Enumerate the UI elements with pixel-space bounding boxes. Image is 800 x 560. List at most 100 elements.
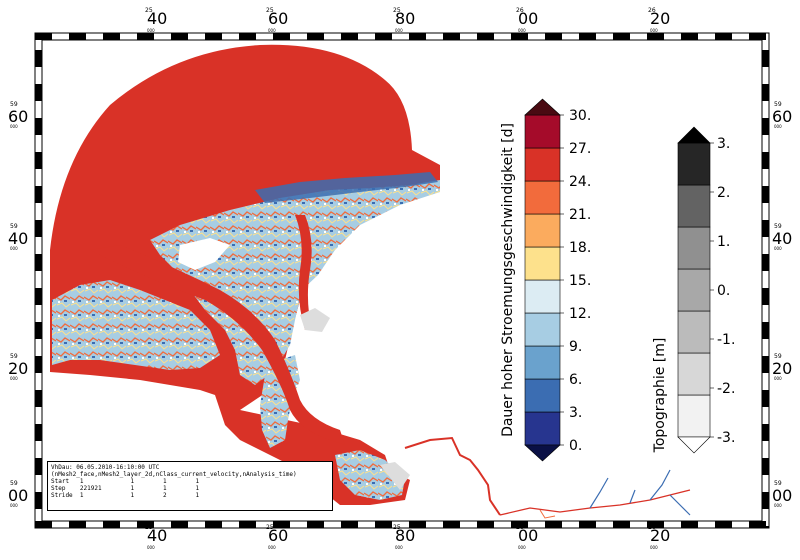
topography-legend-tick-label: -2. <box>717 381 735 397</box>
dry-flat-1 <box>300 308 330 332</box>
checker-segment <box>103 33 120 40</box>
checker-segment <box>35 152 42 169</box>
checker-segment <box>477 521 494 528</box>
velocity-legend-swatch <box>524 147 561 182</box>
info-rows: Start 1 1 1 1 Step 221921 1 1 1 Stride 1 1… <box>51 478 329 499</box>
coord-suffix-label: 000 <box>774 124 782 129</box>
velocity-legend-tick-label: 27. <box>569 141 591 157</box>
info-box: VhDau: 06.05.2010-16:10:00 UTC (nMesh2_f… <box>47 461 333 511</box>
checker-segment <box>762 186 769 203</box>
tributary-1 <box>589 477 609 509</box>
velocity-legend-over-triangle <box>524 98 561 116</box>
topography-legend-tick-label: -3. <box>717 430 735 446</box>
velocity-legend-swatch <box>524 246 561 281</box>
checker-segment <box>443 521 460 528</box>
velocity-colorbar: 0. 3. 6. 9. 12. 15. 18. 21. 24. 27. 30. <box>524 98 591 462</box>
coord-main-label: 80 <box>395 9 415 28</box>
coord-suffix-label: 000 <box>774 246 782 251</box>
checker-segment <box>762 390 769 407</box>
tributary-3 <box>649 469 671 501</box>
coord-sub-label: 25 <box>266 524 274 531</box>
info-row: Stride 1 1 2 1 <box>51 492 200 499</box>
coord-main-label: 60 <box>268 9 288 28</box>
velocity-legend-swatch <box>524 378 561 413</box>
velocity-legend-tick-label: 24. <box>569 174 591 190</box>
topography-legend-tick-label: 2. <box>717 185 730 201</box>
topography-legend-title: Topographie [m] <box>652 338 668 454</box>
tidal-flats-estuary <box>335 450 405 500</box>
checker-segment <box>681 33 698 40</box>
topography-legend-swatch <box>677 268 711 312</box>
coord-suffix-label: 000 <box>518 28 526 33</box>
island-north <box>178 238 230 270</box>
main-channel <box>90 245 345 445</box>
checker-segment <box>715 521 732 528</box>
checker-segment <box>762 220 769 237</box>
checker-segment <box>762 84 769 101</box>
checker-segment <box>239 33 256 40</box>
checker-segment <box>647 521 664 528</box>
coord-suffix-label: 000 <box>650 545 658 550</box>
checker-segment <box>375 33 392 40</box>
tributary-4 <box>669 494 691 516</box>
info-line-2: (nMesh2_face,nMesh2_layer_2d,nClass_curr… <box>51 471 297 478</box>
velocity-legend-tick-label: 15. <box>569 273 591 289</box>
coord-suffix-label: 000 <box>147 28 155 33</box>
coord-sub-label: 59 <box>10 480 18 487</box>
coord-main-label: 40 <box>772 229 792 248</box>
checker-segment <box>545 33 562 40</box>
coord-suffix-label: 000 <box>650 28 658 33</box>
coord-suffix-label: 000 <box>268 545 276 550</box>
velocity-legend-tick-label: 18. <box>569 240 591 256</box>
velocity-legend-tick-label: 3. <box>569 405 582 421</box>
checker-segment <box>35 521 52 528</box>
checker-segment <box>545 521 562 528</box>
river <box>404 436 501 516</box>
checker-segment <box>35 118 42 135</box>
river-upstream <box>499 489 691 516</box>
info-row: Step 221921 1 1 1 <box>51 485 200 492</box>
checker-segment <box>749 33 766 40</box>
velocity-legend-swatch <box>524 213 561 248</box>
coord-sub-label: 25 <box>393 524 401 531</box>
checker-segment <box>35 526 42 528</box>
checker-segment <box>35 84 42 101</box>
coord-main-label: 20 <box>772 359 792 378</box>
checker-segment <box>762 50 769 67</box>
checker-segment <box>35 186 42 203</box>
coord-suffix-label: 000 <box>518 545 526 550</box>
coord-sub-label: 59 <box>774 101 782 108</box>
checker-segment <box>762 322 769 339</box>
checker-segment <box>35 458 42 475</box>
coord-main-label: 60 <box>8 107 28 126</box>
topography-legend-under-triangle <box>677 436 711 454</box>
coord-main-label: 40 <box>147 9 167 28</box>
checker-segment <box>69 521 86 528</box>
checker-segment <box>205 521 222 528</box>
coord-suffix-label: 000 <box>395 28 403 33</box>
coord-sub-label: 26 <box>516 524 524 531</box>
coord-main-label: 00 <box>518 9 538 28</box>
velocity-legend-title: Dauer hoher Stroemungsgeschwindigkeit [d… <box>500 123 516 437</box>
coord-suffix-label: 000 <box>147 545 155 550</box>
checker-segment <box>35 390 42 407</box>
tidal-flats-north <box>150 180 440 385</box>
coord-main-label: 00 <box>772 486 792 505</box>
checker-segment <box>613 521 630 528</box>
coord-main-label: 00 <box>8 486 28 505</box>
coord-main-label: 60 <box>772 107 792 126</box>
topography-legend-swatch <box>677 142 711 186</box>
checker-segment <box>762 152 769 169</box>
topography-legend-swatch <box>677 184 711 228</box>
checker-segment <box>273 521 290 528</box>
topography-legend-swatch <box>677 310 711 354</box>
checker-segment <box>579 521 596 528</box>
topography-legend-tick-label: 0. <box>717 283 730 299</box>
coord-sub-label: 59 <box>10 353 18 360</box>
channel-branch <box>295 215 312 330</box>
coord-main-label: 60 <box>268 526 288 545</box>
checker-segment <box>35 322 42 339</box>
checker-segment <box>307 521 324 528</box>
velocity-legend-swatch <box>524 180 561 215</box>
